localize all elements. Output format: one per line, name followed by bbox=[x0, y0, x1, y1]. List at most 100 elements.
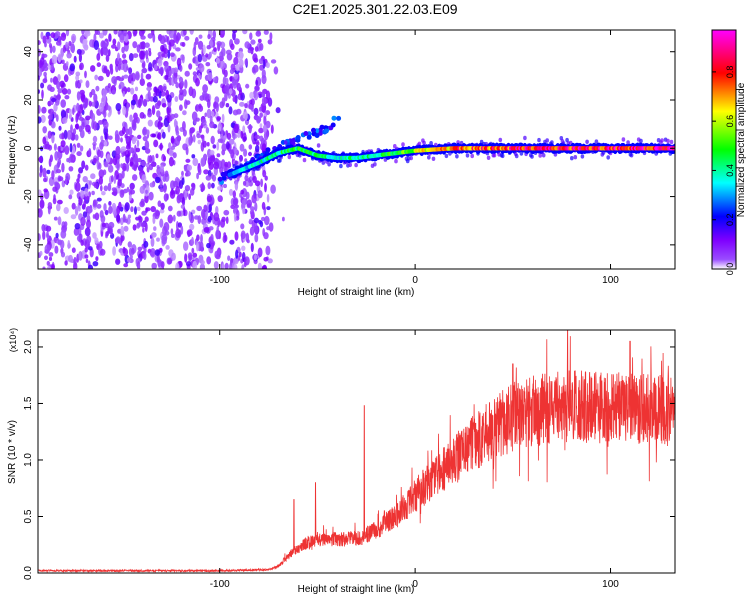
spectrogram-noise-blob bbox=[153, 139, 159, 148]
spectrogram-halo-blob bbox=[519, 151, 524, 156]
snr-x-axis-label: Height of straight line (km) bbox=[298, 584, 415, 595]
spectrogram-noise-blob bbox=[38, 156, 43, 163]
spectrogram-noise-blob bbox=[113, 175, 117, 184]
spectrogram-noise-blob bbox=[183, 241, 189, 251]
spectrogram-noise-blob bbox=[41, 224, 46, 232]
spectrogram-noise-blob bbox=[267, 258, 273, 264]
spectrogram-halo-blob bbox=[409, 155, 414, 161]
spectrogram-noise-blob bbox=[107, 83, 111, 89]
spectrogram-noise-blob bbox=[83, 200, 86, 209]
spectrogram-noise-blob bbox=[118, 201, 122, 210]
spectrogram-noise-blob bbox=[62, 44, 67, 54]
spectrogram-halo-blob bbox=[431, 156, 436, 161]
spectrogram-noise-blob bbox=[225, 141, 230, 150]
spectrogram-noise-blob bbox=[161, 103, 167, 108]
spectrogram-noise-blob bbox=[129, 157, 134, 166]
spectrogram-noise-blob bbox=[159, 218, 164, 228]
spectrogram-noise-blob bbox=[132, 174, 138, 181]
spectrogram-noise-blob bbox=[50, 77, 53, 83]
spectrogram-noise-blob bbox=[132, 136, 138, 142]
spectrogram-noise-blob bbox=[235, 249, 239, 259]
spectrogram-noise-blob bbox=[262, 169, 267, 178]
spectrogram-noise-blob bbox=[40, 31, 44, 40]
spectrogram-noise-blob bbox=[47, 202, 53, 208]
spectrogram-noise-blob bbox=[212, 77, 218, 83]
spectrogram-noise-blob bbox=[104, 209, 109, 216]
spectrogram-noise-blob bbox=[161, 236, 167, 245]
spectrogram-noise-blob bbox=[250, 206, 255, 211]
spectrogram-noise-blob bbox=[125, 154, 130, 164]
spectrogram-noise-blob bbox=[267, 97, 273, 107]
spectrogram-noise-blob bbox=[188, 254, 193, 261]
spectrogram-noise-blob bbox=[267, 39, 273, 45]
spectrogram-noise-blob bbox=[261, 69, 266, 79]
spectrogram-noise-blob bbox=[85, 124, 91, 133]
spectrogram-halo-blob bbox=[327, 162, 331, 167]
spectrogram-noise-blob bbox=[150, 237, 155, 247]
spectrogram-noise-blob bbox=[39, 57, 45, 66]
spectrogram-noise-blob bbox=[188, 86, 194, 97]
spectrogram-noise-blob bbox=[96, 30, 101, 35]
spectrogram-noise-blob bbox=[123, 30, 128, 37]
spectrogram-noise-blob bbox=[208, 226, 214, 231]
spectrogram-noise-blob bbox=[219, 60, 226, 70]
spectrogram-halo-blob bbox=[232, 163, 236, 169]
spectrogram-noise-blob bbox=[76, 102, 80, 112]
colorbar-tick-label: 0.4 bbox=[725, 164, 735, 177]
spectrogram-noise-blob bbox=[157, 258, 162, 268]
spectrogram-noise-blob bbox=[173, 67, 179, 73]
spectrogram-noise-blob bbox=[70, 214, 77, 220]
snr-border bbox=[37, 329, 676, 574]
spectrogram-noise-blob bbox=[175, 186, 181, 195]
spectrogram-noise-blob bbox=[173, 118, 177, 128]
spectrogram-noise-blob bbox=[111, 175, 114, 183]
spectrogram-noise-blob bbox=[69, 63, 76, 72]
spectrogram-noise-blob bbox=[42, 230, 46, 240]
spectrogram-noise-blob bbox=[185, 146, 189, 156]
snr-panel: -100 0 100 0.0 0.5 1.0 1.5 2.0 Height of straig… bbox=[7, 328, 676, 595]
spectrogram-noise-blob bbox=[239, 89, 243, 96]
spectrogram-noise-blob bbox=[225, 216, 229, 224]
spectrogram-noise-blob bbox=[48, 158, 52, 167]
spectrogram-noise-blob bbox=[85, 80, 90, 88]
spectrogram-noise-blob bbox=[46, 231, 49, 238]
spectrogram-noise-blob bbox=[205, 126, 210, 134]
spectrogram-noise-blob bbox=[159, 35, 166, 45]
spectrogram-noise-blob bbox=[88, 191, 91, 198]
spectrogram-noise-blob bbox=[159, 142, 163, 151]
spectrogram-noise-blob bbox=[180, 204, 185, 209]
spectrogram-noise-blob bbox=[244, 175, 249, 182]
spectrogram-noise-blob bbox=[128, 67, 133, 75]
spectrogram-halo-blob bbox=[660, 138, 664, 143]
spectrogram-noise-blob bbox=[47, 130, 52, 139]
spectrogram-noise-blob bbox=[244, 256, 250, 266]
spectrogram-noise-blob bbox=[137, 134, 142, 140]
spectrogram-noise-blob bbox=[99, 32, 104, 39]
spectrogram-noise-blob bbox=[139, 78, 145, 86]
spectrogram-noise-blob bbox=[91, 190, 95, 196]
spectrogram-noise-blob bbox=[262, 264, 267, 269]
spectrogram-noise-blob bbox=[258, 127, 264, 134]
spectrogram-noise-blob bbox=[196, 205, 203, 212]
spectrogram-halo-blob bbox=[565, 137, 569, 143]
spectrogram-noise-blob bbox=[73, 55, 77, 63]
spectrogram-noise-blob bbox=[111, 187, 117, 192]
spectrogram-noise-blob bbox=[227, 255, 231, 261]
spectrogram-noise-blob bbox=[203, 227, 210, 233]
spectrogram-noise-blob bbox=[173, 32, 177, 40]
spectrogram-noise-blob bbox=[88, 100, 92, 107]
spectrogram-noise-blob bbox=[182, 121, 186, 131]
spectrogram-noise-blob bbox=[108, 221, 115, 229]
spectrogram-noise-blob bbox=[141, 174, 147, 184]
spectrogram-halo-blob bbox=[573, 155, 578, 160]
spectrogram-noise-blob bbox=[81, 122, 85, 130]
spectrogram-noise-blob bbox=[229, 68, 235, 75]
spectrogram-noise-blob bbox=[43, 188, 48, 193]
spectrogram-noise-blob bbox=[167, 205, 173, 212]
spectrogram-noise-blob bbox=[259, 135, 264, 142]
spectrogram-noise-blob bbox=[191, 183, 196, 191]
spectrogram-noise-blob bbox=[263, 30, 269, 35]
spectrogram-noise-blob bbox=[163, 183, 167, 193]
spectrogram-noise-blob bbox=[150, 161, 157, 167]
spectrogram-noise-blob bbox=[230, 258, 234, 263]
